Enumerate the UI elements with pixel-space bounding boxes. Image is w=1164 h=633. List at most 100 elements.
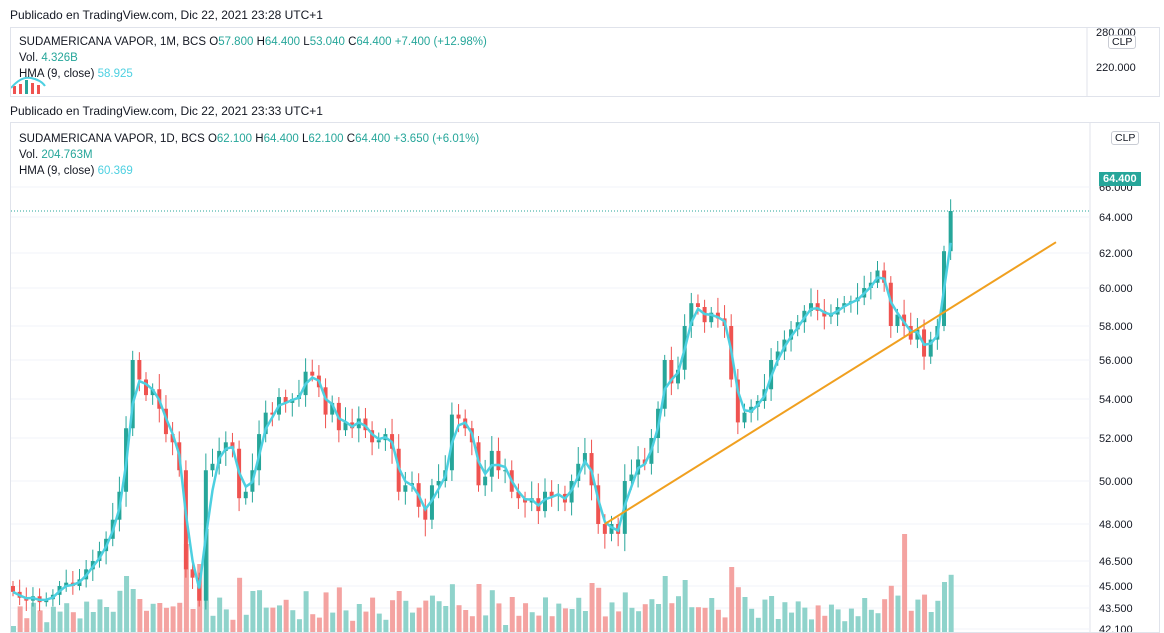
volume-bar bbox=[170, 606, 176, 632]
top-currency-badge[interactable]: CLP bbox=[1108, 35, 1137, 49]
volume-bar bbox=[656, 604, 662, 632]
volume-bar bbox=[543, 597, 548, 632]
volume-bar bbox=[922, 594, 928, 632]
y-tick-label: 56.000 bbox=[1099, 355, 1133, 367]
volume-bar bbox=[715, 609, 721, 632]
volume-bar bbox=[762, 599, 768, 632]
candle-body bbox=[64, 582, 69, 586]
top-axis-tick: 220.000 bbox=[1096, 62, 1136, 74]
candle-body bbox=[496, 450, 501, 471]
volume-bar bbox=[117, 590, 123, 632]
candle-body bbox=[363, 418, 368, 431]
volume-bar bbox=[842, 621, 848, 632]
candle-body bbox=[137, 360, 142, 380]
volume-bar bbox=[463, 610, 469, 632]
candle-body bbox=[130, 360, 135, 429]
volume-bar bbox=[888, 585, 894, 632]
volume-bar bbox=[749, 608, 755, 632]
volume-bar bbox=[589, 583, 595, 632]
volume-bar bbox=[316, 617, 322, 632]
volume-bar bbox=[476, 584, 482, 632]
volume-bar bbox=[742, 597, 748, 632]
volume-bar bbox=[529, 612, 535, 632]
volume-bar bbox=[828, 604, 834, 632]
volume-bar bbox=[902, 534, 908, 632]
top-mini-candle bbox=[19, 84, 22, 94]
candle-body bbox=[283, 397, 288, 403]
volume-bar bbox=[130, 589, 136, 632]
top-close: 64.400 bbox=[356, 36, 392, 48]
volume-bar bbox=[509, 597, 515, 632]
candle-body bbox=[596, 485, 601, 524]
volume-bar bbox=[330, 612, 336, 632]
main-hma-label: HMA (9, close) bbox=[19, 165, 95, 177]
top-change: +7.400 (+12.98%) bbox=[394, 36, 487, 48]
volume-bar bbox=[649, 599, 655, 632]
volume-bar bbox=[336, 587, 342, 632]
top-chart-panel[interactable]: SUDAMERICANA VAPOR, 1M, BCS O57.800 H64.… bbox=[10, 27, 1160, 97]
main-currency-badge[interactable]: CLP bbox=[1111, 131, 1140, 145]
volume-bar bbox=[622, 592, 628, 632]
volume-bar bbox=[682, 580, 688, 632]
candle-body bbox=[197, 577, 202, 601]
volume-bar bbox=[629, 607, 635, 632]
candle-body bbox=[489, 450, 494, 477]
volume-bar bbox=[569, 609, 575, 632]
top-chart-svg bbox=[11, 28, 1088, 96]
volume-bar bbox=[429, 595, 435, 632]
volume-bar bbox=[90, 612, 96, 632]
top-axis-tick: 280.000 bbox=[1096, 27, 1136, 39]
volume-bar bbox=[124, 576, 130, 632]
volume-bar bbox=[84, 601, 90, 632]
volume-bar bbox=[210, 615, 216, 632]
candle-body bbox=[689, 303, 694, 326]
volume-bar bbox=[277, 605, 282, 632]
candle-body bbox=[735, 379, 740, 423]
candle-body bbox=[676, 369, 680, 384]
volume-bar bbox=[410, 612, 415, 632]
candle-body bbox=[882, 270, 887, 283]
top-vol: 4.326B bbox=[41, 52, 78, 64]
candle-body bbox=[263, 412, 268, 435]
volume-bar bbox=[556, 603, 562, 632]
volume-bar bbox=[11, 626, 16, 632]
candle-body bbox=[609, 524, 614, 534]
top-vol-label: Vol. bbox=[19, 52, 39, 64]
volume-bar bbox=[855, 616, 861, 632]
candle-body bbox=[323, 387, 328, 415]
volume-bar bbox=[729, 567, 735, 632]
main-h-label: H bbox=[255, 133, 264, 145]
volume-bar bbox=[822, 615, 828, 632]
volume-bar bbox=[775, 619, 781, 632]
volume-bar bbox=[536, 615, 542, 632]
volume-bar bbox=[190, 609, 196, 632]
main-vol: 204.763M bbox=[41, 149, 93, 161]
top-low: 53.040 bbox=[309, 36, 345, 48]
volume-bar bbox=[144, 610, 149, 632]
main-low: 62.100 bbox=[308, 133, 344, 145]
candle-body bbox=[809, 303, 813, 311]
top-legend: SUDAMERICANA VAPOR, 1M, BCS O57.800 H64.… bbox=[19, 34, 487, 82]
y-tick-label: 46.500 bbox=[1099, 556, 1133, 568]
main-change: +3.650 (+6.01%) bbox=[393, 133, 480, 145]
candle-body bbox=[150, 389, 155, 396]
volume-bar bbox=[489, 590, 495, 632]
volume-bar bbox=[97, 599, 103, 632]
top-o-label: O bbox=[209, 36, 219, 48]
main-chart-panel[interactable]: 42.100 43.500 45.000 46.500 48.000 50.000 52.0… bbox=[10, 122, 1160, 633]
volume-bar bbox=[70, 612, 76, 632]
volume-bar bbox=[789, 612, 795, 632]
last-price-label: 64.400 bbox=[1099, 172, 1141, 186]
candle-body bbox=[715, 312, 720, 319]
candle-body bbox=[210, 463, 215, 471]
candle-body bbox=[423, 506, 428, 520]
volume-bar bbox=[44, 622, 50, 632]
volume-bar bbox=[163, 607, 169, 632]
volume-bar bbox=[64, 603, 70, 632]
volume-bar bbox=[137, 599, 143, 632]
volume-bar bbox=[57, 611, 63, 632]
volume-bar bbox=[942, 582, 947, 632]
volume-bar bbox=[616, 611, 622, 632]
top-l-label: L bbox=[303, 36, 310, 48]
candle-body bbox=[669, 360, 674, 384]
